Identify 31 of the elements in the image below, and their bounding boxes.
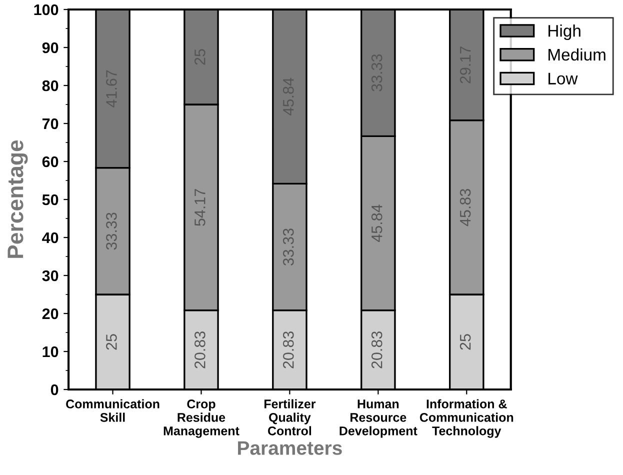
data-label: 20.83 xyxy=(371,331,382,368)
x-tick-label: Communication Skill xyxy=(66,399,160,422)
data-label: 20.83 xyxy=(282,331,294,368)
y-tick-label: 0 xyxy=(50,384,58,396)
y-tick-label: 100 xyxy=(34,4,58,16)
y-tick-label: 50 xyxy=(42,194,58,206)
y-tick-label: 10 xyxy=(42,346,58,358)
data-label: 20.83 xyxy=(194,331,206,368)
legend-label: High xyxy=(548,24,580,40)
data-label: 25 xyxy=(460,334,471,350)
data-label: 45.84 xyxy=(371,204,382,242)
x-tick-label: Human Resource Development xyxy=(340,400,418,438)
y-tick-label: 60 xyxy=(42,156,58,168)
y-tick-label: 40 xyxy=(42,232,58,244)
legend-label: Low xyxy=(548,72,578,84)
y-tick-label: 80 xyxy=(42,80,58,92)
data-label: 45.83 xyxy=(460,188,471,226)
x-tick-label: Information & Communication Technology xyxy=(420,399,514,438)
x-tick-label: Fertilizer Quality Control xyxy=(264,399,316,436)
y-tick-label: 20 xyxy=(42,308,58,320)
y-tick-label: 30 xyxy=(42,270,58,282)
data-label: 25 xyxy=(106,334,117,350)
x-tick-label: Crop Residue Management xyxy=(164,400,240,438)
data-label: 54.17 xyxy=(194,189,206,226)
x-axis-title: Parameters xyxy=(238,441,342,455)
y-axis-title: Percentage xyxy=(8,140,28,258)
y-tick-label: 70 xyxy=(42,118,58,130)
legend-label: Medium xyxy=(548,48,606,61)
data-label: 33.33 xyxy=(106,212,117,250)
data-label: 33.33 xyxy=(282,228,294,266)
y-tick-label: 90 xyxy=(42,42,58,54)
